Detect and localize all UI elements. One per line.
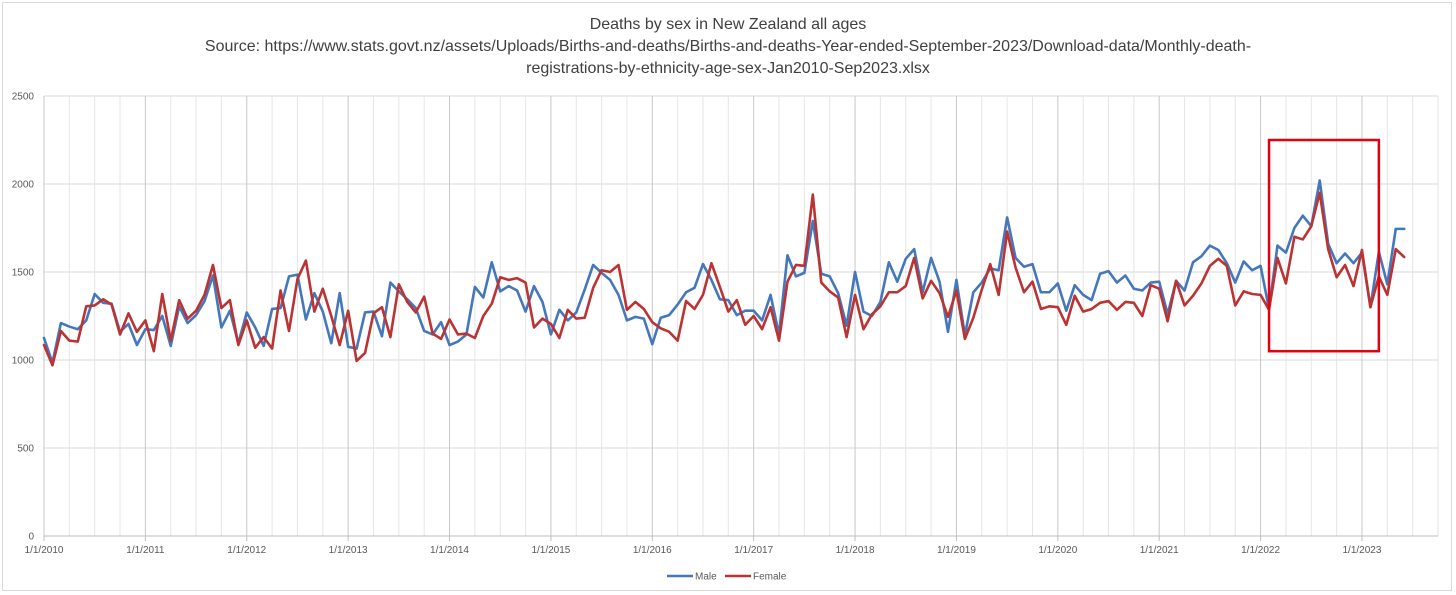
y-tick-label: 1000	[12, 356, 35, 367]
x-tick-label: 1/1/2011	[126, 545, 165, 556]
y-tick-label: 0	[28, 532, 34, 543]
chart-title: Deaths by sex in New Zealand all ages	[589, 16, 867, 33]
x-tick-label: 1/1/2012	[227, 545, 266, 556]
x-tick-label: 1/1/2019	[937, 545, 976, 556]
series-line-female	[42, 191, 1406, 367]
axes: 0 500 1000 1500 2000 2500 1/1/2010 1/1/2011 1/1/…	[12, 92, 1438, 556]
x-tick-label: 1/1/2018	[836, 545, 875, 556]
x-tick-label: 1/1/2021	[1140, 545, 1179, 556]
x-tick-label: 1/1/2022	[1241, 545, 1280, 556]
y-tick-label: 2000	[12, 180, 35, 191]
y-tick-label: 2500	[12, 92, 35, 103]
highlight-box	[1267, 138, 1381, 353]
x-tick-label: 1/1/2014	[430, 545, 469, 556]
chart-subtitle-line-1: Source: https://www.stats.govt.nz/assets…	[204, 38, 1252, 55]
x-tick-label: 1/1/2023	[1342, 545, 1381, 556]
y-tick-label: 500	[17, 444, 34, 455]
x-tick-label: 1/1/2010	[25, 545, 64, 556]
series-layer	[42, 179, 1406, 367]
y-tick-label: 1500	[12, 268, 35, 279]
chart-subtitle-line-2: registrations-by-ethnicity-age-sex-Jan20…	[526, 60, 930, 77]
legend-label-female: Female	[753, 572, 787, 583]
highlight-layer	[1267, 138, 1381, 353]
x-tick-label: 1/1/2020	[1038, 545, 1077, 556]
legend: Male Female	[667, 572, 787, 583]
x-tick-label: 1/1/2016	[633, 545, 672, 556]
legend-label-male: Male	[695, 572, 717, 583]
x-tick-label: 1/1/2013	[329, 545, 368, 556]
x-tick-label: 1/1/2017	[734, 545, 773, 556]
x-tick-label: 1/1/2015	[531, 545, 570, 556]
